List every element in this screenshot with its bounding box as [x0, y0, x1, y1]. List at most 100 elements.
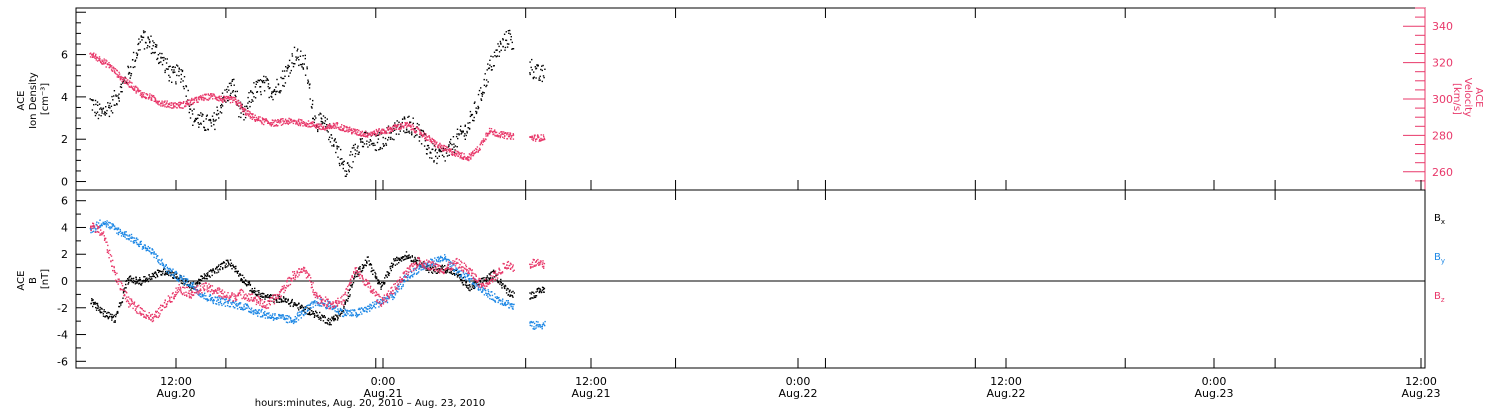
- data-point: [339, 126, 341, 128]
- data-point: [475, 281, 477, 283]
- data-point: [385, 275, 387, 277]
- data-point: [94, 301, 96, 304]
- data-point: [437, 144, 440, 146]
- data-point: [304, 313, 306, 315]
- data-point: [112, 316, 114, 319]
- data-point: [357, 145, 359, 147]
- data-point: [458, 151, 460, 154]
- data-point: [250, 297, 253, 299]
- data-point: [121, 285, 124, 287]
- data-point: [426, 148, 429, 151]
- data-point: [319, 294, 321, 297]
- data-point: [543, 287, 546, 290]
- data-point: [400, 278, 403, 280]
- data-point: [315, 294, 317, 296]
- data-point: [131, 82, 133, 84]
- data-point: [344, 313, 346, 315]
- data-point: [236, 308, 239, 310]
- data-point: [500, 281, 502, 283]
- data-point: [412, 276, 414, 278]
- data-point: [201, 294, 204, 297]
- data-point: [537, 324, 540, 326]
- data-point: [312, 282, 314, 284]
- data-point: [144, 281, 146, 283]
- data-point: [135, 311, 138, 313]
- data-point: [468, 284, 471, 286]
- data-point: [234, 94, 236, 97]
- data-point: [185, 294, 188, 296]
- data-point: [177, 287, 179, 289]
- data-point: [126, 234, 128, 236]
- data-point: [211, 285, 214, 287]
- data-point: [358, 153, 360, 155]
- data-point: [194, 288, 196, 290]
- data-point: [318, 318, 320, 320]
- data-point: [330, 324, 332, 326]
- data-point: [118, 231, 120, 233]
- data-point: [457, 137, 459, 140]
- data-point: [274, 313, 276, 315]
- data-point: [213, 271, 216, 273]
- data-point: [273, 120, 276, 122]
- data-point: [339, 315, 341, 317]
- data-point: [217, 99, 219, 101]
- data-point: [283, 288, 285, 290]
- data-point: [416, 126, 419, 129]
- data-point: [426, 139, 428, 141]
- data-point: [272, 119, 274, 122]
- data-point: [508, 302, 510, 304]
- data-point: [160, 270, 162, 273]
- data-point: [465, 134, 467, 137]
- data-point: [375, 273, 377, 275]
- data-point: [437, 256, 440, 258]
- data-point: [430, 258, 432, 260]
- data-point: [222, 98, 224, 100]
- data-point: [513, 292, 515, 294]
- data-point: [348, 169, 350, 171]
- data-point: [97, 117, 100, 120]
- data-point: [148, 46, 151, 48]
- data-point: [113, 314, 115, 317]
- data-point: [171, 293, 174, 295]
- data-point: [102, 231, 105, 233]
- data-point: [162, 272, 164, 274]
- data-point: [358, 267, 360, 269]
- data-point: [419, 132, 422, 134]
- data-point: [232, 305, 235, 308]
- data-point: [188, 295, 191, 297]
- data-point: [276, 318, 278, 320]
- data-point: [325, 124, 328, 126]
- data-point: [154, 98, 157, 100]
- data-point: [125, 238, 128, 240]
- data-point: [395, 128, 398, 131]
- data-point: [110, 260, 112, 263]
- data-point: [487, 276, 489, 279]
- data-point: [247, 110, 250, 112]
- data-point: [100, 107, 102, 109]
- data-point: [212, 268, 214, 270]
- data-point: [108, 62, 110, 64]
- data-point: [218, 117, 220, 119]
- data-point: [200, 122, 202, 124]
- data-point: [311, 123, 314, 125]
- data-point: [316, 294, 318, 296]
- data-point: [444, 148, 447, 150]
- data-point: [235, 305, 238, 307]
- data-point: [235, 103, 237, 106]
- data-point: [392, 290, 394, 292]
- data-point: [184, 278, 186, 280]
- data-point: [141, 96, 143, 99]
- data-point: [512, 303, 514, 306]
- data-point: [311, 125, 313, 127]
- data-point: [261, 316, 264, 318]
- data-point: [356, 270, 358, 272]
- data-point: [502, 303, 504, 305]
- data-point: [219, 291, 221, 293]
- data-point: [468, 274, 470, 276]
- data-point: [406, 122, 408, 125]
- data-point: [246, 307, 248, 309]
- data-point: [343, 311, 345, 314]
- data-point: [107, 224, 109, 226]
- data-point: [337, 317, 339, 320]
- data-point: [115, 228, 117, 230]
